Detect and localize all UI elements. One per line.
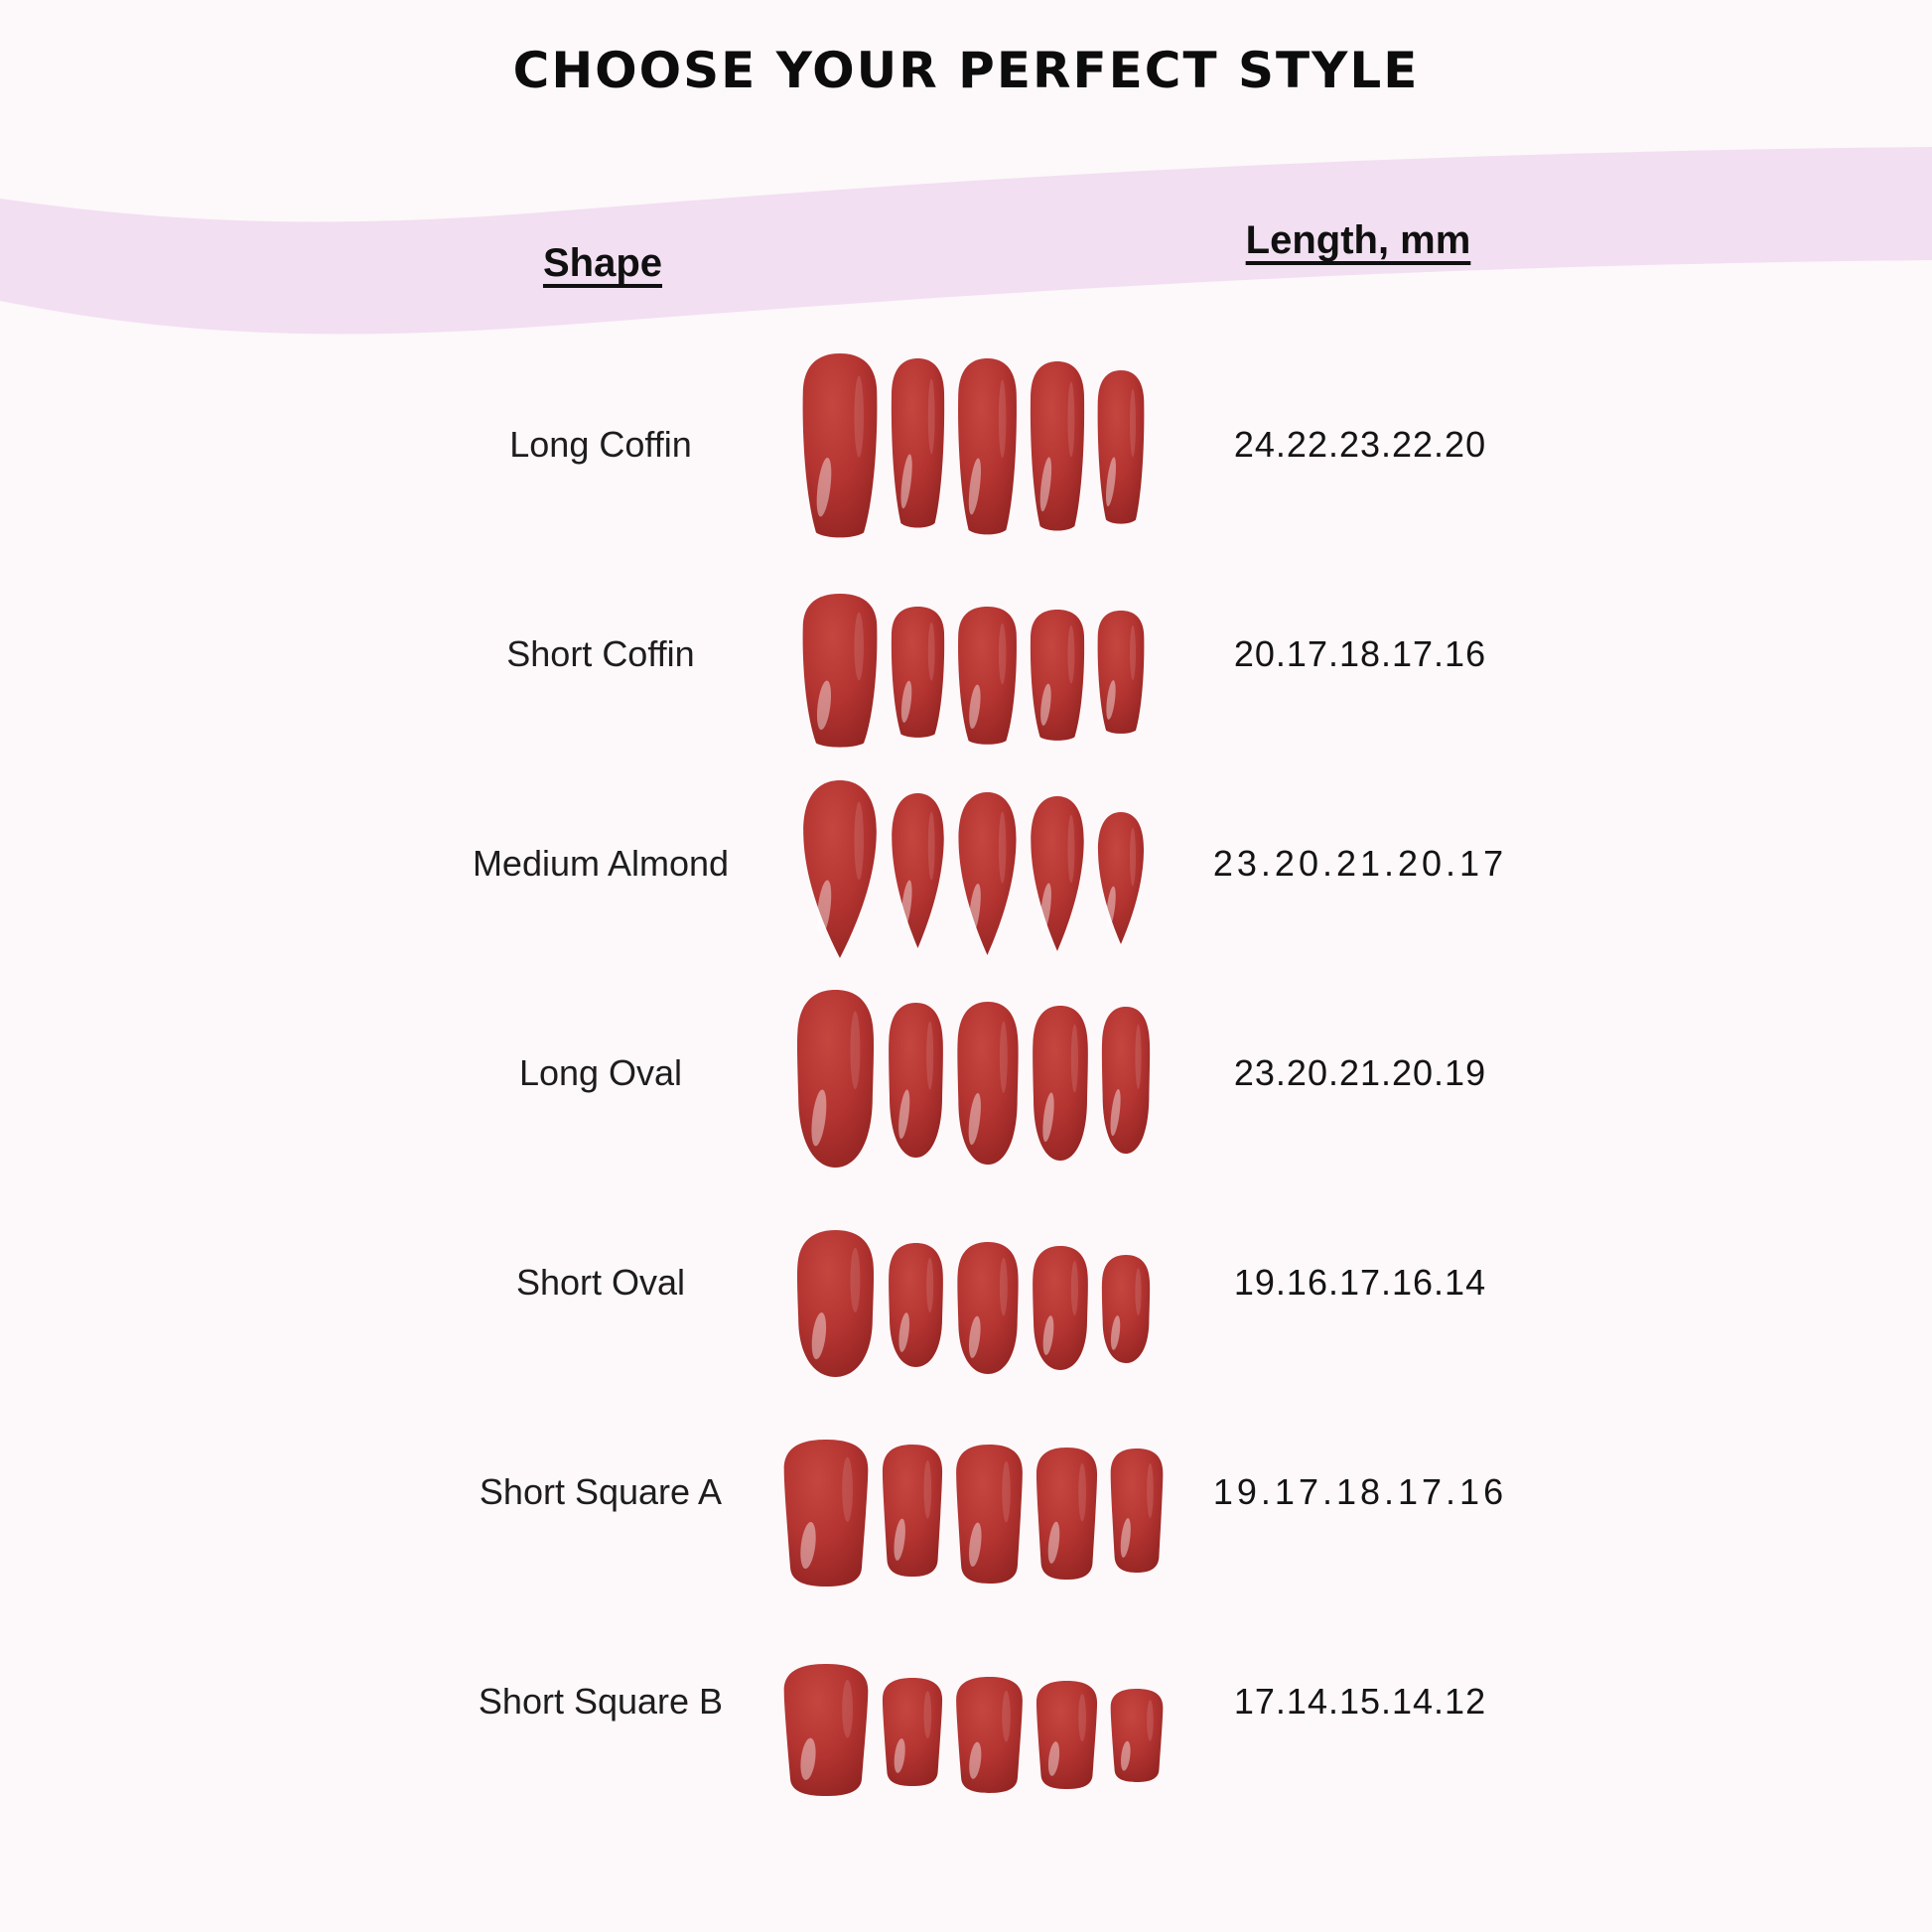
style-row: Short Coffin 20.17.18.17.16 — [0, 549, 1932, 759]
nail-image — [1035, 1681, 1098, 1789]
nail-image — [882, 1678, 943, 1786]
nail-image — [1097, 370, 1145, 524]
nail-image — [1033, 1006, 1088, 1161]
nail-set-image — [764, 968, 1181, 1177]
nail-image — [1097, 611, 1145, 734]
nail-image — [889, 1003, 943, 1158]
shape-name: Medium Almond — [472, 842, 730, 884]
nail-image — [956, 1445, 1023, 1584]
nail-image — [1097, 812, 1145, 944]
nail-set-image — [764, 549, 1181, 759]
nail-image — [889, 1243, 943, 1367]
nail-image — [1030, 361, 1085, 531]
nail-image — [783, 1664, 869, 1796]
shape-name: Long Oval — [518, 1051, 683, 1093]
style-rows: Long Coffin 24.22.23.22.20 Short Coffin … — [0, 340, 1932, 1806]
style-row: Long Coffin 24.22.23.22.20 — [0, 340, 1932, 549]
style-row: Medium Almond 23.20.21.20.17 — [0, 759, 1932, 968]
length-values: 19.16.17.16.14 — [1233, 1261, 1487, 1303]
column-header-shape: Shape — [542, 241, 663, 285]
page-title: CHOOSE YOUR PERFECT STYLE — [512, 42, 1420, 99]
shape-name: Short Oval — [515, 1261, 686, 1303]
nail-set-image — [764, 759, 1181, 968]
nail-set-image — [764, 1177, 1181, 1387]
nail-image — [957, 1242, 1019, 1374]
nail-image — [958, 358, 1017, 535]
nail-set-image — [764, 1387, 1181, 1596]
nail-image — [958, 792, 1017, 955]
nail-image — [1030, 610, 1085, 741]
nail-image — [891, 607, 945, 738]
column-header-length: Length, mm — [1245, 218, 1471, 262]
shape-name: Long Coffin — [509, 423, 692, 465]
nail-image — [956, 1677, 1023, 1793]
nail-image — [892, 793, 944, 948]
nail-image — [803, 780, 877, 958]
header-band-wave — [0, 147, 1932, 335]
length-values: 23.20.21.20.17 — [1212, 842, 1508, 884]
style-row: Long Oval 23.20.21.20.19 — [0, 968, 1932, 1177]
length-values: 23.20.21.20.19 — [1233, 1051, 1487, 1093]
length-values: 17.14.15.14.12 — [1233, 1680, 1487, 1722]
nail-image — [783, 1440, 869, 1587]
nail-image — [958, 607, 1017, 745]
nail-image — [891, 358, 945, 528]
length-values: 19.17.18.17.16 — [1212, 1470, 1508, 1512]
nail-image — [796, 1230, 875, 1377]
nail-image — [1033, 1246, 1088, 1370]
nail-image — [1110, 1689, 1164, 1782]
nail-image — [957, 1002, 1019, 1165]
nail-image — [882, 1445, 943, 1577]
length-values: 24.22.23.22.20 — [1233, 423, 1487, 465]
nail-image — [1101, 1007, 1151, 1154]
shape-name: Short Square B — [478, 1680, 724, 1722]
nail-image — [796, 990, 875, 1168]
style-row: Short Square B 17.14.15.14.12 — [0, 1596, 1932, 1806]
nail-image — [1101, 1255, 1151, 1363]
nail-image — [802, 594, 878, 748]
nail-set-image — [764, 1596, 1181, 1806]
nail-image — [1110, 1449, 1164, 1573]
nail-image — [1031, 796, 1084, 951]
length-values: 20.17.18.17.16 — [1233, 632, 1487, 674]
style-row: Short Oval 19.16.17.16.14 — [0, 1177, 1932, 1387]
shape-name: Short Square A — [479, 1470, 723, 1512]
shape-name: Short Coffin — [506, 632, 695, 674]
nail-image — [802, 353, 878, 538]
nail-set-image — [764, 340, 1181, 549]
style-row: Short Square A 19.17.18.17.16 — [0, 1387, 1932, 1596]
nail-image — [1035, 1448, 1098, 1580]
